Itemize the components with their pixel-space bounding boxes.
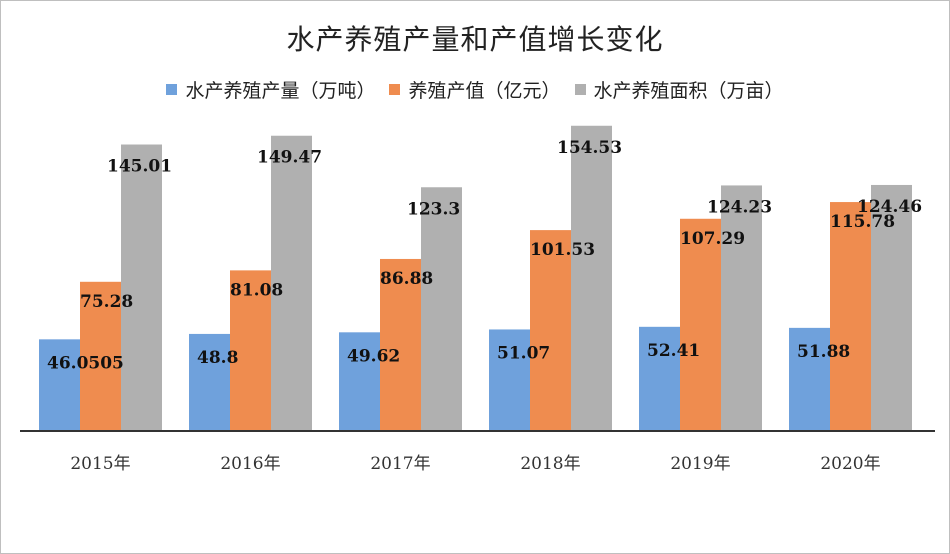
data-label-production-5: 51.88 [797,342,850,362]
legend-swatch-value [389,83,401,95]
data-label-area-5: 124.46 [857,197,922,217]
bar-area-5 [871,184,912,430]
x-tick-label-3: 2018年 [520,454,580,474]
bar-area-0 [121,144,162,430]
bar-production-1 [189,333,230,430]
data-label-value-5: 115.78 [830,212,895,232]
legend-swatch-production [166,83,178,95]
data-label-production-3: 51.07 [497,343,550,363]
bar-value-1 [230,270,271,430]
x-tick-label-4: 2019年 [670,454,730,474]
bar-production-0 [39,339,80,430]
data-label-value-3: 101.53 [530,240,595,260]
data-label-value-2: 86.88 [380,269,433,289]
legend-item-value: 养殖产值（亿元） [389,74,561,104]
data-label-production-0: 46.0505 [47,353,124,373]
bar-value-4 [680,218,721,430]
bar-area-3 [571,125,612,430]
legend-item-area: 水产养殖面积（万亩） [574,74,784,104]
bar-production-4 [639,326,680,430]
bar-area-2 [421,187,462,430]
data-label-production-4: 52.41 [647,341,700,361]
legend: 水产养殖产量（万吨） 养殖产值（亿元） 水产养殖面积（万亩） [0,74,950,104]
data-label-value-0: 75.28 [80,292,133,312]
data-label-production-1: 48.8 [197,348,238,368]
data-label-value-4: 107.29 [680,229,745,249]
data-label-value-1: 81.08 [230,280,283,300]
data-label-area-0: 145.01 [107,157,172,177]
bar-production-5 [789,327,830,430]
bar-value-0 [80,281,121,430]
x-tick-label-1: 2016年 [220,454,280,474]
data-label-area-3: 154.53 [557,138,622,158]
bar-area-1 [271,135,312,430]
data-label-area-1: 149.47 [257,148,322,168]
legend-label-value: 养殖产值（亿元） [408,79,561,102]
bar-production-3 [489,329,530,430]
bar-value-2 [380,258,421,430]
legend-item-production: 水产养殖产量（万吨） [166,74,375,104]
bar-area-4 [721,185,762,430]
legend-swatch-area [574,83,586,95]
bar-production-2 [339,332,380,430]
legend-label-area: 水产养殖面积（万亩） [593,79,784,102]
x-tick-label-2: 2017年 [370,454,430,474]
legend-label-production: 水产养殖产量（万吨） [185,79,376,102]
data-label-area-2: 123.3 [407,199,460,219]
data-label-production-2: 49.62 [347,346,400,366]
bar-value-3 [530,230,571,430]
bar-value-5 [830,202,871,430]
x-tick-label-5: 2020年 [820,454,880,474]
chart-title: 水产养殖产量和产值增长变化 [286,23,664,56]
x-tick-label-0: 2015年 [70,454,130,474]
data-label-area-4: 124.23 [707,197,772,217]
